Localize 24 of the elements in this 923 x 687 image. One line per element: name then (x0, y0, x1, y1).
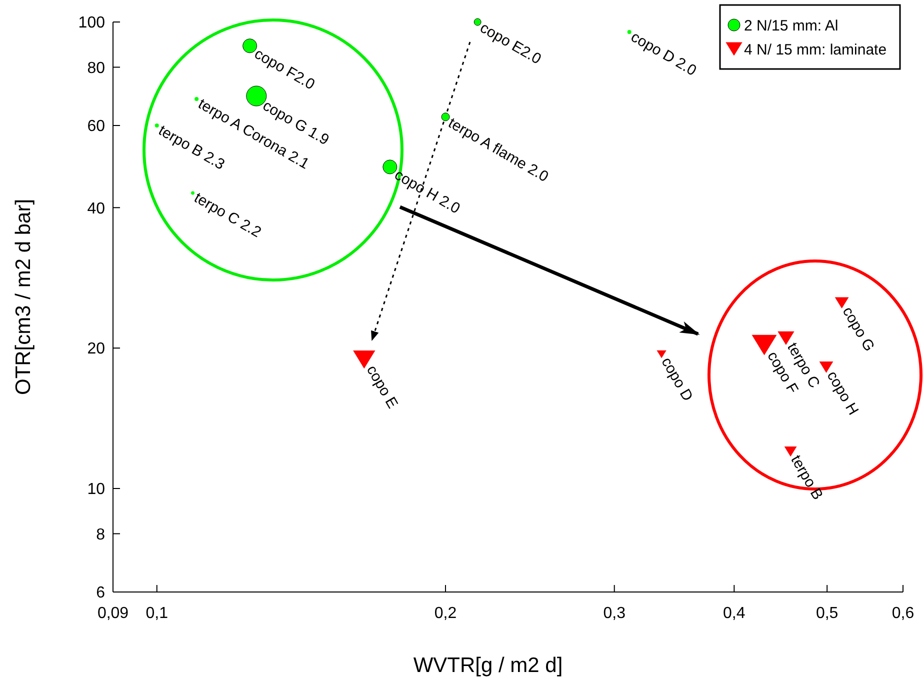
x-tick-label: 0,09 (97, 605, 129, 622)
annotation: terpo B 2.3 (155, 122, 228, 174)
x-tick-label: 0,5 (816, 605, 838, 622)
y-tick-label: 60 (87, 118, 106, 136)
y-axis-title: OTR[cm3 / m2 d bar] (12, 198, 35, 396)
annotation: copo E2.0 (477, 19, 544, 68)
x-tick-label: 0,3 (603, 605, 626, 622)
legend-label: 2 N/15 mm: Al (744, 17, 838, 34)
x-tick-label: 0,4 (723, 605, 746, 622)
x-tick-label: 0,1 (146, 605, 168, 622)
annotation: terpo C 2.2 (191, 189, 264, 242)
y-tick-label: 40 (87, 200, 106, 218)
y-tick-label: 10 (87, 481, 106, 498)
x-axis-title: WVTR[g / m2 d] (413, 654, 563, 677)
y-tick-label: 20 (87, 340, 106, 358)
y-tick-label: 100 (78, 14, 106, 32)
y-tick-label: 80 (87, 60, 106, 77)
annotation: copo D 2.0 (628, 28, 700, 80)
x-tick-label: 0,2 (434, 605, 457, 622)
annotation: copo F2.0 (251, 45, 318, 94)
y-tick-label: 8 (96, 526, 106, 544)
y-tick-label: 6 (96, 584, 106, 602)
x-tick-label: 0,6 (892, 605, 914, 622)
legend-label: 4 N/ 15 mm: laminate (744, 41, 887, 58)
